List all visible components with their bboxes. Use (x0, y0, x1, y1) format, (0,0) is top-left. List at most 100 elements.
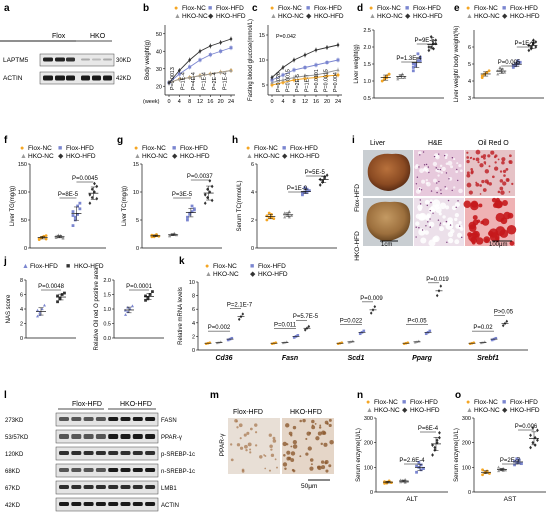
data-point (505, 319, 509, 324)
x-tick-label: 12 (197, 99, 203, 105)
he-vacuole (417, 151, 422, 155)
y-tick-label: 150 (18, 162, 27, 168)
y-tick-label: 0 (370, 490, 373, 496)
legend-marker: ■ (58, 145, 62, 152)
blot-band (59, 451, 69, 455)
data-point (36, 314, 40, 318)
blot-band (59, 485, 69, 489)
oro-droplet (494, 200, 503, 209)
blot-band (108, 434, 119, 439)
oro-droplet (483, 161, 487, 164)
data-point (186, 215, 189, 219)
oro-droplet (475, 237, 484, 245)
p-value-label: P=1E-4 (223, 72, 229, 90)
data-point (226, 338, 230, 342)
data-point (292, 68, 296, 72)
ihc-stain (290, 445, 293, 448)
legend-o: ● Flox-NC ■ Flox-HFD ▲ HKO-NC ◆ HKO-HFD (466, 399, 540, 414)
oro-droplet (483, 156, 486, 160)
liver-flox (367, 153, 411, 191)
oro-droplet (475, 149, 481, 155)
data-point (501, 323, 505, 328)
legend-f: ● Flox-NC ■ Flox-HFD ▲ HKO-NC ◆ HKO-HFD (20, 145, 96, 160)
data-point (167, 80, 171, 85)
he-nucleus (455, 206, 457, 209)
blot-band (145, 451, 156, 455)
he-vacuole (439, 226, 445, 232)
y-tick-label: 0 (136, 246, 139, 252)
data-point (318, 183, 322, 187)
legend-label: HKO-HFD (510, 13, 540, 20)
y-tick-label: 4 (20, 307, 23, 313)
legend-label: HKO-HFD (413, 13, 443, 20)
ihc-stain (311, 419, 315, 424)
legend-marker: ▲ (174, 13, 181, 20)
legend-g: ● Flox-NC ■ Flox-HFD ▲ HKO-NC ◆ HKO-HFD (134, 145, 210, 160)
p-value-label: P=0.042 (276, 34, 296, 40)
gene-label: Scd1 (348, 355, 365, 362)
data-point (396, 75, 400, 79)
he-texture (414, 151, 464, 247)
data-point (307, 324, 311, 329)
x-tick-label: 4 (178, 99, 181, 105)
y-tick-label: 2.0 (363, 45, 371, 51)
legend-label: HKO-NC (142, 153, 168, 160)
data-point (237, 317, 241, 322)
y-tick-label: 0 (20, 336, 23, 342)
p-value-label: P=0.019 (426, 277, 449, 283)
data-point (411, 66, 415, 69)
oro-droplet (499, 179, 504, 183)
ihc-stain (238, 423, 243, 428)
x-tick-label: 0 (167, 99, 170, 105)
legend-marker: ▲ (270, 13, 277, 20)
blot-band (103, 58, 112, 61)
blot-a-col-hko: HKO (90, 33, 106, 40)
p-value-label: P=9E-5 (414, 38, 435, 44)
ihc-stain (286, 443, 289, 446)
blot-band (55, 57, 65, 62)
he-vacuole (421, 179, 426, 184)
ihc-col-flox: Flox-HFD (233, 409, 263, 416)
ihc-stain (302, 418, 306, 423)
blot-a-row-name: LAPTM5 (3, 57, 29, 64)
data-point (267, 211, 271, 215)
data-point (396, 77, 400, 81)
legend-marker: ▲ (466, 407, 473, 414)
oro-droplet (473, 231, 478, 235)
legend-n: ● Flox-NC ■ Flox-HFD ▲ HKO-NC ◆ HKO-HFD (366, 399, 440, 414)
ihc-stain (268, 469, 271, 472)
p-value-label: P=2.6E-4 (399, 458, 425, 464)
data-point (56, 300, 59, 304)
he-nucleus (436, 191, 438, 194)
legend-k: ● Flox-NC ■ Flox-HFD ▲ HKO-NC ◆ HKO-HFD (205, 263, 288, 278)
x-tick-label: 16 (313, 99, 319, 105)
legend-marker: ● (246, 145, 250, 152)
y-axis-label: Serum TC(mmol/L) (237, 181, 243, 232)
data-point (144, 298, 147, 302)
he-nucleus (430, 201, 432, 204)
oro-droplet (481, 218, 490, 226)
data-point (325, 70, 329, 74)
he-nucleus (439, 224, 441, 226)
ihc-stain (284, 467, 287, 470)
p-value-label: P=0.0037 (187, 174, 214, 180)
blot-band (66, 75, 75, 81)
he-nucleus (451, 189, 453, 192)
data-point (414, 64, 418, 68)
oro-droplet (499, 229, 509, 238)
data-point (390, 481, 393, 485)
y-tick-label: 2 (192, 334, 195, 340)
he-vacuole (426, 213, 432, 218)
he-nucleus (418, 166, 420, 168)
blot-band (120, 417, 131, 421)
gene-label: Fasn (282, 355, 298, 362)
data-point (198, 58, 202, 62)
oro-droplet (500, 217, 508, 225)
oro-droplet (470, 156, 473, 159)
oro-droplet (479, 163, 484, 168)
legend-label: Flox-NC (142, 145, 166, 152)
data-point (531, 440, 535, 445)
data-point (56, 294, 59, 298)
